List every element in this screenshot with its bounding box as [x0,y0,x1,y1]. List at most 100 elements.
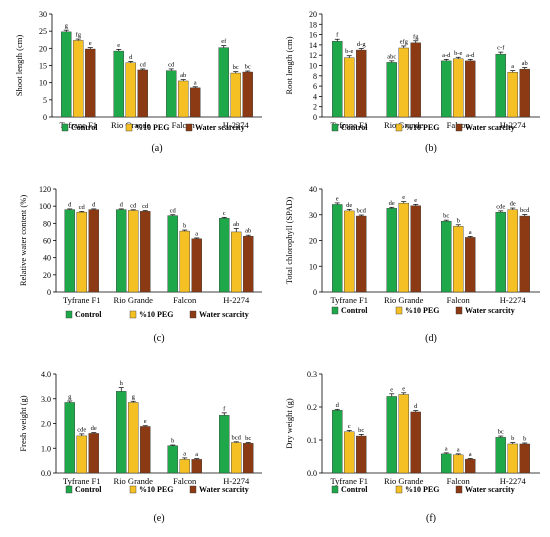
y-tick-label: 80 [43,219,51,228]
bar [332,41,343,118]
y-tick-label: 12 [309,51,317,60]
significance-label: b [523,435,526,442]
category-label: H-2274 [500,295,527,305]
y-tick-label: 10 [309,262,317,271]
significance-label: cd [130,202,137,209]
legend-entry: Control [341,123,368,132]
category-label: Tyfrane F1 [63,295,100,305]
legend-swatch [189,485,197,494]
significance-label: a [469,229,472,236]
bar [398,202,409,293]
legend-entry: %10 PEG [135,123,169,132]
bar [519,443,530,474]
significance-label: b-e [345,48,353,55]
legend-swatch [455,306,463,315]
legend-swatch [395,306,403,315]
legend-swatch [61,123,69,132]
bar [410,411,421,474]
bar [507,71,518,118]
significance-label: e [414,197,417,204]
bar [344,431,355,474]
legend-entry: Control [71,123,98,132]
bar [166,70,177,118]
category-label: Falcon [173,476,197,486]
y-tick-label: 1.0 [41,444,51,453]
significance-label: ab [233,221,239,228]
bar [453,226,464,293]
significance-label: cd [170,207,177,214]
category-label: H-2274 [223,295,250,305]
bar [116,209,127,293]
category-label: Tyfrane F1 [60,120,97,130]
y-tick-label: 20 [43,271,51,280]
bar [219,415,230,474]
bar [218,47,229,118]
bar [179,230,190,293]
y-tick-label: 0.3 [307,370,317,379]
bar [386,396,397,474]
panel-label: (f) [426,513,436,524]
y-tick-label: 5 [43,96,47,105]
significance-label: b [511,435,514,442]
significance-label: a [195,230,198,237]
legend-entry: Water scarcity [195,123,245,132]
significance-label: a [194,79,197,86]
legend-swatch [65,485,73,494]
legend-swatch [395,123,403,132]
legend-swatch [185,123,193,132]
y-tick-label: 0 [313,113,317,122]
significance-label: a [445,445,448,452]
legend-entry: Control [341,306,368,315]
legend-entry: Water scarcity [199,485,249,494]
y-axis-label: Root length (cm) [284,36,294,94]
y-tick-label: 100 [39,202,51,211]
category-label: Falcon [447,295,471,305]
y-tick-label: 6 [313,82,317,91]
significance-label: a [195,451,198,458]
y-tick-label: 0.2 [307,403,317,412]
significance-label: bc [358,427,364,434]
legend-swatch [129,310,137,319]
bar [167,215,178,293]
legend-entry: Water scarcity [465,123,515,132]
bar [88,433,99,474]
panel-label: (b) [425,143,437,154]
bar [113,50,124,118]
bar [519,215,530,293]
y-tick-label: 3.0 [41,395,51,404]
bar [356,435,367,474]
significance-label: fg [413,33,419,40]
legend-entry: Control [341,485,368,494]
significance-label: fg [76,32,82,39]
y-tick-label: 8 [313,72,317,81]
legend-entry: Water scarcity [465,306,515,315]
bar [61,31,72,118]
bar [88,209,99,293]
bar [344,210,355,293]
category-label: Falcon [447,476,471,486]
legend-entry: %10 PEG [405,123,439,132]
bar [356,49,367,118]
y-tick-label: 2.0 [41,420,51,429]
y-tick-label: 2 [313,103,317,112]
bar [465,458,476,474]
category-label: H-2274 [223,476,250,486]
bar [243,443,254,474]
bar [85,48,96,118]
significance-label: a [511,63,514,70]
bar [243,236,254,293]
y-tick-label: 20 [309,237,317,246]
legend-entry: Water scarcity [199,310,249,319]
significance-label: de [91,425,97,432]
legend-entry: %10 PEG [405,306,439,315]
bar [507,443,518,474]
significance-label: d [120,201,124,208]
significance-label: ab [180,72,186,79]
significance-label: b [171,438,174,445]
y-tick-label: 14 [309,41,317,50]
significance-label: bcd [232,434,242,441]
bar [230,72,241,118]
bar [398,47,409,118]
significance-label: bc [233,64,239,71]
